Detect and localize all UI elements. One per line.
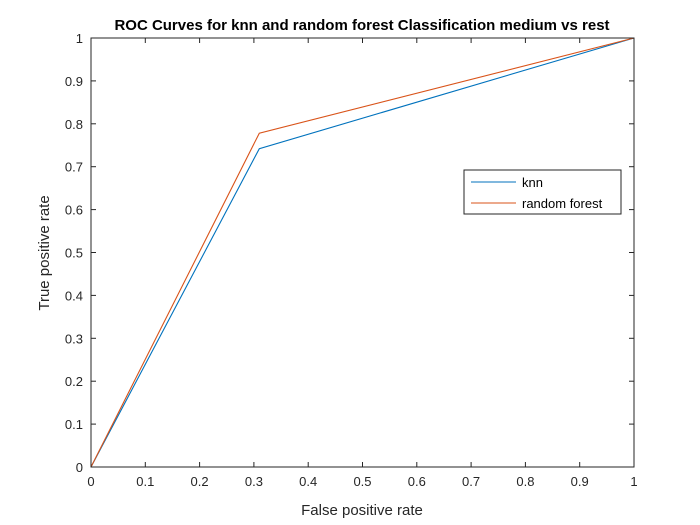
legend: knn random forest xyxy=(463,169,622,215)
y-tick-label: 0.2 xyxy=(65,374,83,389)
y-tick-label: 1 xyxy=(76,31,83,46)
y-tick-label: 0.7 xyxy=(65,160,83,175)
y-tick-label: 0.5 xyxy=(65,246,83,261)
y-tick-label: 0.6 xyxy=(65,203,83,218)
x-tick-label: 0 xyxy=(87,474,94,489)
y-tick-label: 0.3 xyxy=(65,331,83,346)
y-tick-label: 0.8 xyxy=(65,117,83,132)
x-tick-label: 0.6 xyxy=(408,474,426,489)
series-line-knn xyxy=(90,37,635,468)
x-tick-label: 0.5 xyxy=(353,474,371,489)
y-tick-label: 0 xyxy=(76,460,83,475)
plot-area: 0 0.1 0.2 0.3 0.4 0.5 0.6 0.7 0.8 0.9 1 0 0.1 0.2 0.3 0… xyxy=(65,31,638,489)
x-tick-label: 0.3 xyxy=(245,474,263,489)
x-tick-label: 0.8 xyxy=(516,474,534,489)
y-tick-label: 0.4 xyxy=(65,288,83,303)
chart-title: ROC Curves for knn and random forest Cla… xyxy=(114,17,609,34)
axes-box xyxy=(90,37,635,468)
x-tick-label: 0.9 xyxy=(571,474,589,489)
x-tick-label: 0.4 xyxy=(299,474,317,489)
series-line-random-forest xyxy=(90,37,635,468)
y-tick-label: 0.1 xyxy=(65,417,83,432)
x-tick-label: 0.7 xyxy=(462,474,480,489)
legend-box xyxy=(463,169,622,215)
legend-label-random-forest: random forest xyxy=(522,196,603,211)
x-axis-label: False positive rate xyxy=(301,502,423,519)
x-tick-label: 0.1 xyxy=(136,474,154,489)
y-tick-label: 0.9 xyxy=(65,74,83,89)
legend-label-knn: knn xyxy=(522,175,543,190)
y-axis-label: True positive rate xyxy=(36,195,53,310)
x-tick-label: 0.2 xyxy=(191,474,209,489)
x-tick-label: 1 xyxy=(630,474,637,489)
